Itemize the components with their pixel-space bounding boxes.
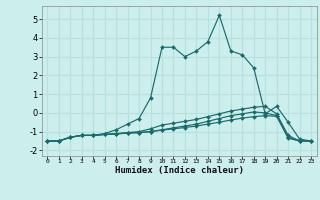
X-axis label: Humidex (Indice chaleur): Humidex (Indice chaleur) (115, 166, 244, 175)
